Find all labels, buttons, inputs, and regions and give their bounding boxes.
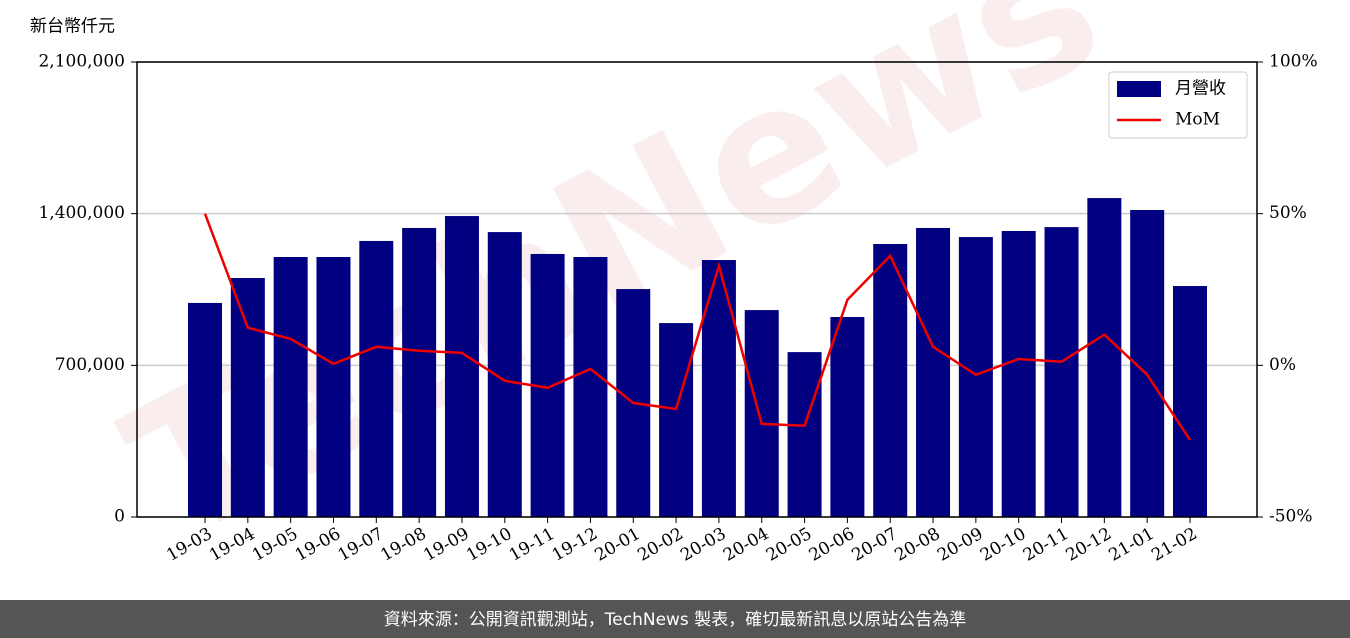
line (203, 213, 1192, 441)
bar (701, 260, 736, 517)
bar (573, 257, 608, 517)
legend-label: MoM (1175, 110, 1220, 130)
x-tick-label: 19-12 (549, 524, 601, 566)
x-tick-label: 20-11 (1020, 524, 1072, 566)
y-tick-label: 0 (114, 507, 125, 527)
bar (188, 302, 222, 517)
x-tick-label: 20-12 (1063, 524, 1115, 566)
bar (1087, 198, 1122, 518)
bar (787, 352, 822, 517)
x-tick-label: 20-06 (806, 524, 858, 566)
x-tick-label: 20-02 (634, 524, 686, 566)
bar (402, 227, 437, 517)
x-tick-label: 20-04 (720, 524, 772, 566)
x-tick-label: 19-11 (506, 524, 558, 566)
bar (230, 278, 265, 517)
y2-tick-label: 0% (1269, 355, 1296, 375)
plot-frame (136, 61, 1258, 518)
legend-label: 月營收 (1175, 79, 1226, 99)
bar (916, 227, 951, 517)
y-tick-label: 700,000 (55, 355, 125, 375)
bar (958, 237, 993, 518)
bar (1001, 231, 1036, 517)
x-tick-label: 20-05 (763, 524, 815, 566)
x-tick-label: 20-03 (677, 524, 729, 566)
bar (830, 317, 865, 517)
x-tick-label: 19-09 (420, 524, 472, 566)
bar (1173, 286, 1207, 517)
y-axis-label: 新台幣仟元 (30, 17, 115, 37)
x-tick-label: 20-01 (592, 524, 644, 566)
y2-tick-label: 50% (1269, 203, 1307, 223)
bar (1044, 227, 1079, 517)
y2-tick-label: 100% (1269, 52, 1318, 72)
bar (873, 244, 908, 517)
bar (316, 257, 351, 517)
x-tick-label: 19-10 (463, 524, 515, 566)
x-tick-label: 20-07 (849, 524, 901, 566)
x-tick-label: 20-10 (977, 524, 1029, 566)
bar (273, 257, 308, 517)
legend-swatch (1117, 81, 1161, 97)
source: 資料來源：公開資訊觀測站，TechNews 製表，確切最新訊息以原站公告為準 (384, 610, 966, 630)
bar (744, 310, 779, 517)
x-tick-label: 19-07 (335, 524, 387, 566)
legend: 月營收 MoM (1108, 71, 1248, 139)
x-tick-label: 21-01 (1105, 524, 1157, 566)
x-tick-label: 19-08 (377, 524, 429, 566)
y-tick-label: 2,100,000 (38, 52, 125, 72)
bar (444, 216, 479, 518)
x-tick-label: 20-09 (934, 524, 986, 566)
x-tick-label: 21-02 (1148, 524, 1200, 566)
bar (659, 323, 694, 517)
y2-tick-label: -50% (1269, 507, 1313, 527)
x-tick-label: 20-08 (891, 524, 943, 566)
bar (359, 240, 394, 517)
bar (487, 232, 522, 518)
y-tick-label: 1,400,000 (38, 203, 125, 223)
footer-band (0, 600, 1350, 638)
